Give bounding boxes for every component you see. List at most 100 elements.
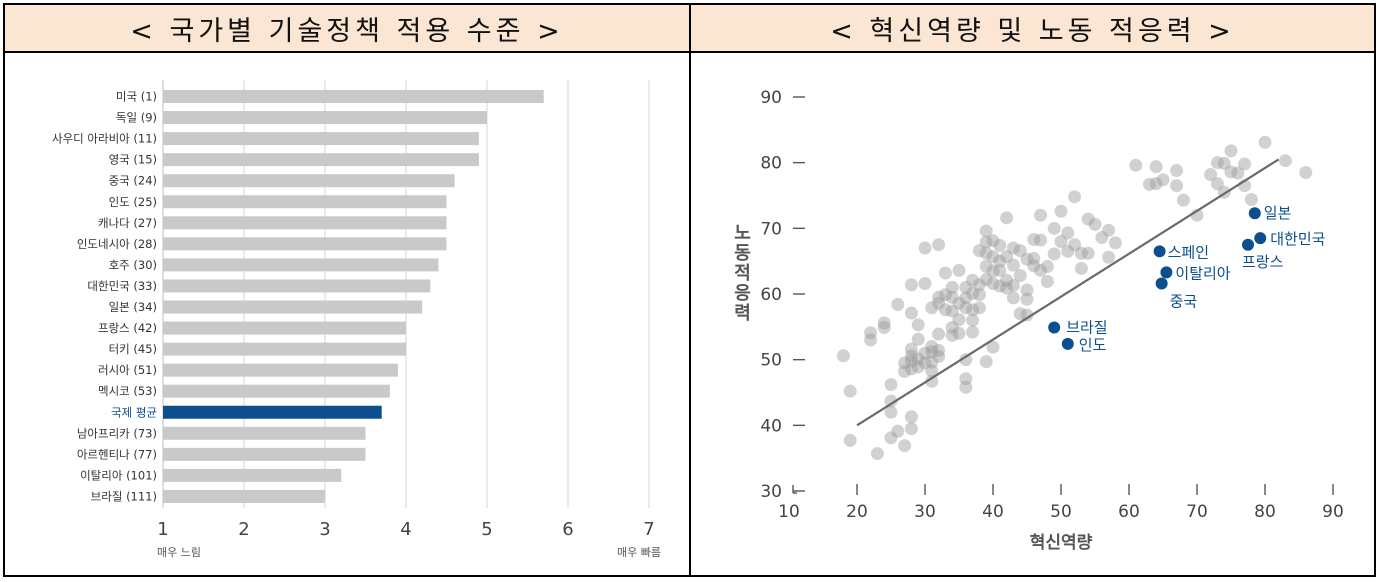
- scatter-point: [945, 280, 959, 294]
- x-axis-title: 혁신역량: [1030, 532, 1093, 553]
- bar: [163, 321, 406, 335]
- left-panel-title: < 국가별 기술정책 적용 수준 >: [5, 5, 689, 53]
- scatter-point: [979, 273, 993, 287]
- scatter-point: [932, 349, 946, 363]
- scatter-point: [1013, 269, 1027, 283]
- scatter-point: [966, 303, 980, 317]
- scatter-point: [877, 316, 891, 330]
- scatter-point: [945, 304, 959, 318]
- bar: [163, 216, 447, 230]
- scatter-point: [1000, 250, 1014, 264]
- x-tick-label: 7: [643, 519, 654, 540]
- highlight-point: [1242, 238, 1254, 251]
- scatter-point: [979, 224, 993, 238]
- y-tick-label: 50: [760, 351, 782, 371]
- bar: [163, 195, 447, 209]
- x-tick-label: 60: [1118, 502, 1140, 522]
- x-tick-label: 3: [319, 519, 330, 540]
- x-tick-label: 4: [400, 519, 411, 540]
- bar-category-label: 사우디 아라비아 (11): [52, 132, 157, 146]
- x-tick-label: 5: [481, 519, 492, 540]
- scatter-point: [932, 290, 946, 304]
- scatter-point: [870, 447, 884, 461]
- scatter-point: [952, 296, 966, 310]
- bar: [163, 363, 398, 377]
- scatter-point: [904, 422, 918, 436]
- scatter-point: [952, 326, 966, 340]
- scatter-point: [1054, 204, 1068, 218]
- scatter-point: [932, 238, 946, 252]
- highlight-point-label: 중국: [1170, 292, 1198, 310]
- x-tick-label: 10: [778, 502, 800, 522]
- bar-category-label: 대한민국 (33): [87, 279, 157, 293]
- scatter-point: [986, 276, 1000, 290]
- bar-category-label: 멕시코 (53): [98, 384, 157, 398]
- scatter-point: [1034, 233, 1048, 247]
- scatter-point: [1027, 252, 1041, 266]
- scatter-point: [925, 340, 939, 354]
- scatter-point: [966, 273, 980, 287]
- scatter-point: [911, 318, 925, 332]
- scatter-point: [904, 278, 918, 292]
- bar-category-label: 브라질 (111): [91, 489, 157, 503]
- scatter-point: [952, 313, 966, 327]
- y-axis-title: 노동적응력: [731, 223, 752, 323]
- bar: [163, 405, 382, 419]
- scatter-point: [843, 384, 857, 398]
- scatter-point: [1095, 231, 1109, 245]
- scatter-point: [945, 320, 959, 334]
- scatter-point: [1210, 177, 1224, 191]
- scatter-point: [1102, 223, 1116, 237]
- highlight-point: [1160, 266, 1173, 279]
- scatter-point: [1224, 165, 1238, 179]
- scatter-point: [972, 288, 986, 302]
- highlight-point-label: 일본: [1264, 204, 1292, 222]
- bar-category-label: 남아프리카 (73): [77, 426, 157, 440]
- bar: [163, 426, 366, 440]
- scatter-point: [972, 278, 986, 292]
- x-tick-label: 6: [562, 519, 573, 540]
- y-tick-label: 60: [760, 285, 782, 305]
- y-tick-label: 70: [760, 219, 782, 239]
- bar-category-label: 일본 (34): [109, 300, 157, 314]
- scatter-point: [959, 353, 973, 367]
- scatter-point: [1000, 281, 1014, 295]
- scatter-point: [959, 380, 973, 394]
- right-panel-title: < 혁신역량 및 노동 적응력 >: [691, 5, 1374, 53]
- scatter-point: [1278, 154, 1292, 168]
- scatter-point: [1068, 238, 1082, 252]
- bar: [163, 111, 487, 125]
- bar: [163, 174, 455, 188]
- scatter-point: [864, 326, 878, 340]
- scatter-point: [1156, 173, 1170, 187]
- y-tick-label: 30: [760, 482, 782, 502]
- scatter-point: [952, 263, 966, 277]
- scatter-point: [993, 263, 1007, 277]
- x-tick-label: 90: [1322, 502, 1344, 522]
- scatter-point: [966, 313, 980, 327]
- scatter-point: [918, 356, 932, 370]
- scatter-point: [1142, 177, 1156, 191]
- scatter-point: [938, 303, 952, 317]
- highlight-point: [1155, 277, 1168, 290]
- scatter-point: [1006, 241, 1020, 255]
- scatter-point: [898, 356, 912, 370]
- scatter-point: [986, 340, 1000, 354]
- figure-frame: < 국가별 기술정책 적용 수준 > 미국 (1) 독일 (9) 사우디 아라비아 …: [3, 3, 1376, 577]
- scatter-point: [843, 433, 857, 447]
- scatter-point: [898, 364, 912, 378]
- bar-category-label: 독일 (9): [116, 111, 157, 125]
- y-tick-label: 90: [760, 88, 782, 108]
- scatter-point: [1149, 160, 1163, 174]
- scatter-point: [1020, 283, 1034, 297]
- scatter-point: [1149, 177, 1163, 191]
- scatter-point: [1068, 190, 1082, 204]
- scatter-point: [986, 234, 1000, 248]
- bar-category-label: 호주 (30): [109, 258, 157, 272]
- bar: [163, 132, 479, 146]
- scatter-point: [925, 345, 939, 359]
- highlight-point-label: 이탈리아: [1175, 264, 1230, 282]
- scatter-point: [1040, 259, 1054, 273]
- bar-category-label: 이탈리아 (101): [80, 468, 157, 482]
- scatter-point: [1108, 236, 1122, 250]
